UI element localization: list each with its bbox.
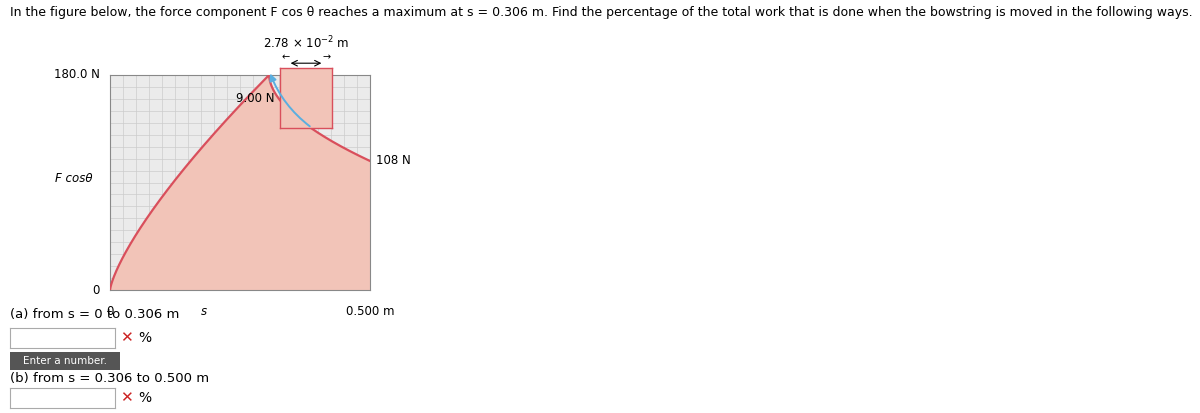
Text: (a) from s = 0 to 0.306 m: (a) from s = 0 to 0.306 m — [10, 308, 179, 321]
Text: 0: 0 — [107, 305, 114, 318]
Text: Enter a number.: Enter a number. — [23, 356, 107, 366]
Text: 0: 0 — [92, 283, 100, 297]
Text: 0.500 m: 0.500 m — [346, 305, 395, 318]
Text: In the figure below, the force component F cos θ reaches a maximum at s = 0.306 : In the figure below, the force component… — [10, 6, 1193, 19]
Text: 108 N: 108 N — [377, 154, 410, 168]
Text: %: % — [138, 391, 151, 405]
Text: 180.0 N: 180.0 N — [54, 69, 100, 81]
Text: ←: ← — [281, 53, 289, 63]
Text: F cosθ: F cosθ — [55, 172, 92, 185]
Text: 2.78 × 10$^{-2}$ m: 2.78 × 10$^{-2}$ m — [263, 35, 349, 52]
Text: s: s — [200, 305, 206, 318]
Text: (b) from s = 0.306 to 0.500 m: (b) from s = 0.306 to 0.500 m — [10, 372, 209, 385]
Text: →: → — [323, 53, 331, 63]
Text: ✕: ✕ — [120, 330, 133, 346]
Text: 9.00 N: 9.00 N — [235, 92, 274, 104]
Text: ✕: ✕ — [120, 391, 133, 406]
Text: %: % — [138, 331, 151, 345]
